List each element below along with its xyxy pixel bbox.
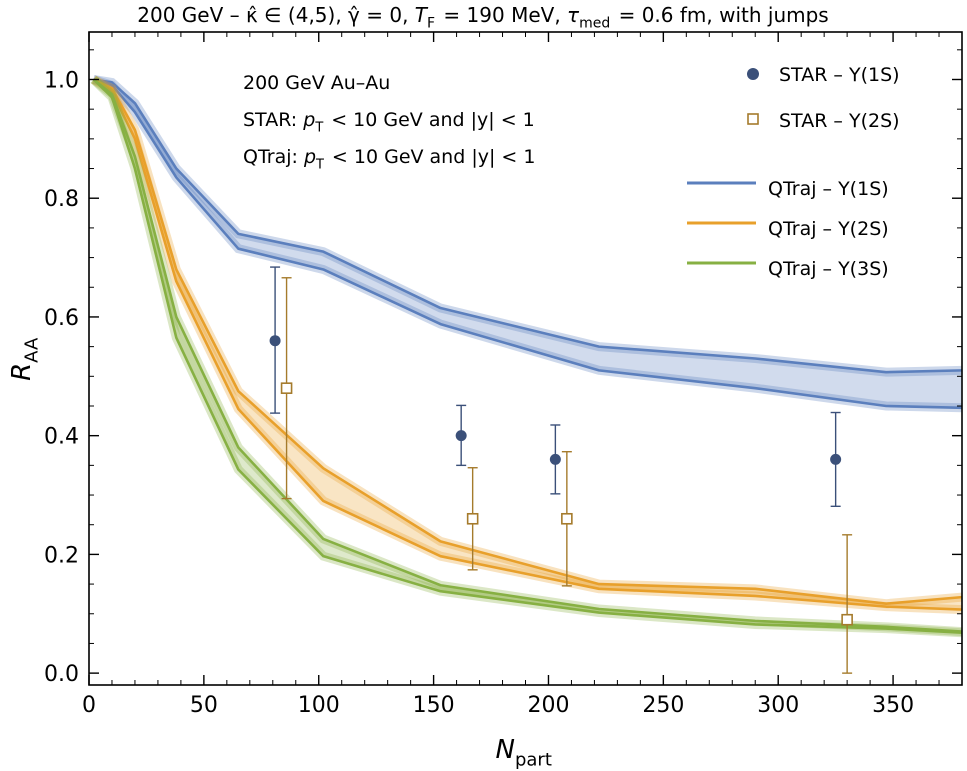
legend-label-2: QTraj – Y(1S) — [768, 178, 889, 200]
data-point-0-3 — [830, 453, 842, 465]
x-tick-label-3: 150 — [413, 693, 455, 718]
points-layer — [269, 266, 853, 674]
y-tick-label-2: 0.4 — [44, 425, 79, 450]
axis-ticks: 0 50 100 150 200 250 300 350 0.0 0.2 0.4 0.6 0.8 1.0 — [44, 32, 962, 718]
band-fill-0 — [93, 79, 963, 408]
band-lower-line-2 — [92, 78, 963, 635]
chart-title: 200 GeV – κ̂ ∈ (4,5), γ̂ = 0, TF = 190 M… — [137, 3, 828, 32]
axis-labels: Npart RAA — [7, 335, 555, 770]
x-tick-label-6: 300 — [757, 693, 799, 718]
legend-marker-0 — [747, 68, 759, 80]
legend-label-1: STAR – Υ(2S) — [779, 110, 900, 132]
band-upper-line-0 — [93, 78, 963, 374]
data-point-1-1 — [466, 512, 479, 525]
y-tick-label-1: 0.2 — [44, 543, 79, 568]
title-text: 200 GeV – κ̂ ∈ (4,5), γ̂ = 0, TF = 190 M… — [137, 3, 828, 32]
x-tick-label-7: 350 — [872, 693, 914, 718]
x-axis-label: Npart — [496, 735, 555, 770]
x-tick-label-4: 200 — [527, 693, 569, 718]
annotation-block: 200 GeV Au–Au STAR: pT < 10 GeV and |y| <… — [243, 72, 535, 172]
band-upper-line-1 — [93, 78, 963, 605]
band-upper-line-2 — [92, 78, 963, 633]
band-lower-line-1 — [92, 78, 963, 611]
annotation-line-0: 200 GeV Au–Au — [243, 72, 390, 94]
legend-marker-1 — [747, 113, 759, 125]
y-tick-label-3: 0.6 — [44, 306, 79, 331]
annotation-line-1: STAR: pT < 10 GeV and |y| < 1 — [243, 109, 535, 135]
y-tick-label-5: 1.0 — [44, 68, 79, 93]
y-tick-label-4: 0.8 — [44, 187, 79, 212]
data-point-0-0 — [269, 335, 281, 347]
data-point-1-3 — [841, 613, 853, 626]
x-tick-label-1: 50 — [190, 693, 218, 718]
x-tick-label-2: 100 — [298, 693, 340, 718]
annotation-line-2: QTraj: pT < 10 GeV and |y| < 1 — [243, 146, 535, 172]
band-lower-line-0 — [93, 78, 963, 410]
y-tick-label-0: 0.0 — [44, 662, 79, 687]
y-axis-label: RAA — [7, 335, 42, 381]
bands-layer — [90, 75, 963, 638]
data-point-0-1 — [455, 430, 467, 442]
band-fill-1 — [93, 79, 963, 610]
legend-label-0: STAR – Υ(1S) — [779, 64, 900, 86]
data-point-0-2 — [549, 453, 561, 465]
legend-label-4: QTraj – Y(3S) — [768, 258, 889, 280]
x-tick-label-5: 250 — [642, 693, 684, 718]
legend: STAR – Υ(1S) STAR – Υ(2S) QTraj – Y(1S) QTr… — [687, 64, 900, 280]
x-tick-label-0: 0 — [82, 693, 96, 718]
legend-label-3: QTraj – Y(2S) — [768, 218, 889, 240]
data-point-1-0 — [280, 382, 293, 394]
data-point-1-2 — [561, 512, 573, 525]
